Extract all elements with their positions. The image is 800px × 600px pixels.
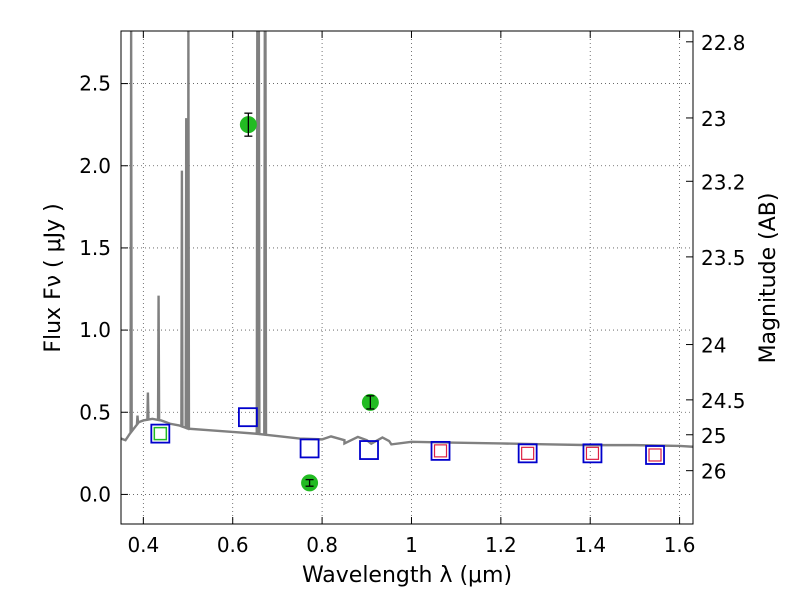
y-tick-label: 1.5 xyxy=(79,236,111,260)
y-tick-label: 0.0 xyxy=(79,482,111,506)
spectrum-line xyxy=(121,31,693,448)
model-square-inner xyxy=(648,448,662,462)
model-square xyxy=(359,440,379,460)
model-square xyxy=(430,440,451,461)
x-tick-label: 1 xyxy=(405,533,418,557)
model-square xyxy=(645,445,665,465)
y-tick-label: 0.5 xyxy=(79,400,111,424)
x-tick-label: 0.8 xyxy=(306,533,338,557)
axis-ticks: 0.4 0.6 0.8 1 1.2 1.4 1.6 0.0 0.5 1.0 1.5 2.0 2.5 22.… xyxy=(79,31,745,557)
magnitude-tick-label: 24 xyxy=(701,334,726,358)
plot-frame xyxy=(120,30,694,525)
model-square-inner xyxy=(153,426,168,441)
y-tick-label: 1.0 xyxy=(79,318,111,342)
model-square xyxy=(299,438,320,459)
x-axis-label: Wavelength λ (μm) xyxy=(302,563,512,588)
magnitude-tick-label: 24.5 xyxy=(701,389,746,413)
model-square xyxy=(150,423,171,444)
magnitude-tick-label: 26 xyxy=(701,460,726,484)
right-y-axis-label: Magnitude (AB) xyxy=(756,193,781,364)
x-tick-label: 1.4 xyxy=(574,533,606,557)
grid-lines xyxy=(121,31,693,524)
x-tick-label: 0.4 xyxy=(127,533,159,557)
magnitude-tick-label: 22.8 xyxy=(701,31,746,55)
magnitude-tick-label: 23.5 xyxy=(701,246,746,270)
x-tick-label: 0.6 xyxy=(217,533,249,557)
data-markers xyxy=(150,112,665,492)
x-tick-label: 1.2 xyxy=(485,533,517,557)
model-square xyxy=(582,443,603,464)
model-square xyxy=(238,407,258,428)
y-tick-label: 2.5 xyxy=(79,72,111,96)
x-tick-label: 1.6 xyxy=(664,533,696,557)
magnitude-tick-label: 23.2 xyxy=(701,170,746,194)
model-square-inner xyxy=(585,446,600,460)
data-series xyxy=(121,31,693,448)
model-square-inner xyxy=(521,446,535,460)
y-tick-label: 2.0 xyxy=(79,154,111,178)
magnitude-tick-label: 23 xyxy=(701,107,726,131)
magnitude-tick-label: 25 xyxy=(701,424,726,448)
y-axis-label: Flux Fν ( μJy ) xyxy=(41,203,66,352)
model-square xyxy=(517,443,538,464)
model-square-inner xyxy=(433,444,448,458)
